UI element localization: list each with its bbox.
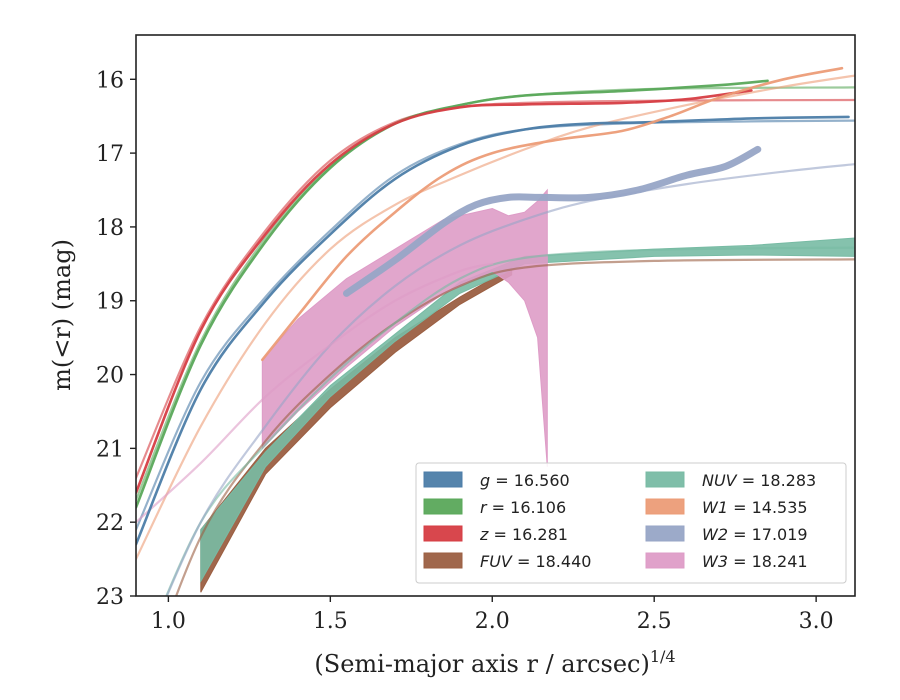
legend-frame <box>415 462 847 584</box>
legend-variable: NUV <box>702 471 738 490</box>
series-w2-thick-line <box>343 145 762 297</box>
legend-equals: = <box>728 498 752 517</box>
series-w3-model-line <box>136 262 494 524</box>
legend-value: 18.283 <box>760 471 816 490</box>
legend-label-g: g = 16.560 <box>480 471 570 490</box>
legend-equals: = <box>737 471 761 490</box>
series-w1-data-line <box>261 66 844 362</box>
series-nuv-model-line <box>165 246 855 596</box>
series-g-data-line <box>136 115 850 546</box>
y-axis-title: m(<r) (mag) <box>48 239 76 391</box>
x-tick-label: 2.0 <box>475 609 510 634</box>
legend-equals: = <box>728 525 752 544</box>
legend-swatch-nuv <box>645 471 685 488</box>
legend-label-r: r = 16.106 <box>480 498 566 517</box>
y-tick-label: 17 <box>96 142 124 167</box>
legend-equals: = <box>487 498 511 517</box>
y-tick-label: 22 <box>96 511 124 536</box>
legend-variable: r <box>480 498 488 517</box>
x-tick-label: 2.5 <box>637 609 672 634</box>
legend-variable: W2 <box>702 525 728 544</box>
legend-label-nuv: NUV = 18.283 <box>702 471 816 490</box>
x-tick-label: 3.0 <box>799 609 834 634</box>
legend-variable: W3 <box>702 552 728 571</box>
legend-variable: g <box>480 471 490 490</box>
y-tick-label: 18 <box>96 216 124 241</box>
legend-variable: FUV <box>480 552 513 571</box>
legend-swatch-fuv <box>423 552 463 569</box>
legend-label-z: z = 16.281 <box>479 525 568 544</box>
plot-frame <box>135 34 856 597</box>
legend-label-fuv: FUV = 18.440 <box>480 552 591 571</box>
legend-equals: = <box>512 552 536 571</box>
x-axis-title-main: (Semi-major axis r / arcsec) <box>314 650 649 678</box>
series-w2-model-line <box>165 163 855 596</box>
ticks-layer: 1.0 1.5 2.0 2.5 3.0 16 17 18 19 20 21 22 23 <box>96 68 834 634</box>
legend-value: 14.535 <box>752 498 808 517</box>
legend-value: 16.281 <box>512 525 568 544</box>
y-tick-label: 21 <box>96 437 124 462</box>
legend-value: 18.440 <box>535 552 591 571</box>
series-g-model-line <box>136 119 855 531</box>
legend-swatch-w1 <box>645 498 685 515</box>
y-tick-label: 19 <box>96 290 124 315</box>
legend-value: 18.241 <box>752 552 808 571</box>
legend-value: 16.560 <box>514 471 570 490</box>
series-layer <box>136 66 855 596</box>
legend-swatch-r <box>423 498 463 515</box>
series-nuv-band <box>200 237 855 584</box>
legend-variable: W1 <box>702 498 728 517</box>
legend-label-w3: W3 = 18.241 <box>702 552 808 571</box>
y-tick-label: 20 <box>96 364 124 389</box>
legend-variable: z <box>479 525 489 544</box>
x-tick-label: 1.0 <box>151 609 186 634</box>
y-tick-label: 16 <box>96 68 124 93</box>
series-r-model-line <box>136 86 855 502</box>
series-z-data-line <box>136 89 753 494</box>
x-tick-label: 1.5 <box>313 609 348 634</box>
legend-equals: = <box>728 552 752 571</box>
legend-value: 16.106 <box>510 498 566 517</box>
legend-equals: = <box>490 471 514 490</box>
x-axis-title-superscript: 1/4 <box>650 647 676 666</box>
x-axis-title: (Semi-major axis r / arcsec)1/4 <box>314 647 675 678</box>
y-tick-label: 23 <box>96 585 124 610</box>
legend-label-w1: W1 = 14.535 <box>702 498 808 517</box>
legend-value: 17.019 <box>752 525 808 544</box>
legend: g = 16.560 r = 16.106 z = 16.281 FUV = 18.4… <box>415 462 847 584</box>
legend-swatch-g <box>423 471 463 488</box>
legend-swatch-w3 <box>645 552 685 569</box>
legend-label-w2: W2 = 17.019 <box>702 525 808 544</box>
legend-swatch-w2 <box>645 525 685 542</box>
legend-swatch-z <box>423 525 463 542</box>
legend-equals: = <box>488 525 512 544</box>
